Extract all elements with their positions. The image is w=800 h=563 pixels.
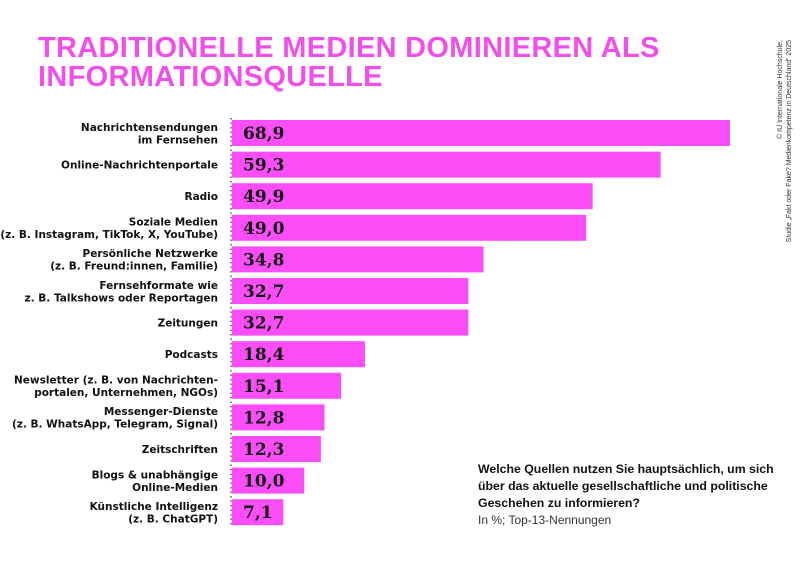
value-label: 32,7 bbox=[243, 314, 284, 334]
survey-question: Welche Quellen nutzen Sie hauptsächlich,… bbox=[478, 462, 774, 510]
bar bbox=[232, 341, 365, 368]
category-label: im Fernsehen bbox=[138, 134, 218, 146]
value-label: 18,4 bbox=[243, 345, 285, 365]
category-label: Nachrichtensendungen bbox=[81, 122, 218, 134]
category-label: (z. B. Freund:innen, Familie) bbox=[50, 261, 218, 273]
unit-note: In %; Top-13-Nennungen bbox=[478, 513, 612, 527]
value-label: 49,9 bbox=[243, 187, 284, 207]
category-label: Blogs & unabhängige bbox=[92, 469, 218, 481]
bar bbox=[232, 278, 469, 304]
bar bbox=[232, 214, 587, 241]
category-label: Künstliche Intelligenz bbox=[90, 501, 218, 513]
value-label: 12,8 bbox=[243, 408, 284, 428]
value-label: 7,1 bbox=[243, 503, 273, 523]
bar bbox=[232, 499, 284, 526]
category-label: Zeitungen bbox=[158, 318, 218, 330]
category-label: Newsletter (z. B. von Nachrichten- bbox=[14, 375, 218, 387]
category-label: Zeitschriften bbox=[142, 444, 218, 456]
category-label: Fernsehformate wie bbox=[99, 280, 218, 292]
bar bbox=[232, 309, 469, 336]
bar bbox=[232, 151, 661, 178]
value-label: 12,3 bbox=[243, 440, 284, 460]
bar bbox=[232, 120, 730, 146]
category-label: Persönliche Netzwerke bbox=[83, 248, 218, 260]
category-label: Radio bbox=[185, 191, 219, 203]
category-label: portalen, Unternehmen, NGOs) bbox=[34, 387, 218, 399]
category-label: Soziale Medien bbox=[129, 217, 218, 229]
value-label: 32,7 bbox=[243, 282, 284, 302]
category-label: z. B. Talkshows oder Reportagen bbox=[25, 292, 218, 304]
value-label: 59,3 bbox=[243, 156, 284, 176]
category-label: (z. B. WhatsApp, Telegram, Signal) bbox=[12, 419, 218, 431]
category-label: Messenger-Dienste bbox=[104, 406, 218, 418]
value-label: 34,8 bbox=[243, 250, 284, 270]
bar bbox=[232, 436, 321, 462]
value-label: 49,0 bbox=[243, 219, 285, 239]
category-label: Online-Nachrichtenportale bbox=[61, 160, 218, 172]
bar bbox=[232, 183, 593, 210]
category-label: (z. B. ChatGPT) bbox=[128, 513, 218, 525]
bar bbox=[232, 404, 325, 431]
category-label: Podcasts bbox=[165, 349, 218, 361]
bar bbox=[232, 372, 342, 399]
value-label: 15,1 bbox=[243, 377, 284, 397]
value-label: 10,0 bbox=[243, 472, 285, 492]
category-label: (z. B. Instagram, TikTok, X, YouTube) bbox=[0, 229, 218, 241]
category-label: Online-Medien bbox=[132, 482, 218, 494]
bar bbox=[232, 246, 484, 273]
value-label: 68,9 bbox=[243, 124, 284, 144]
bar bbox=[232, 467, 305, 494]
chart-title: TRADITIONELLE MEDIEN DOMINIEREN ALS INFO… bbox=[38, 32, 660, 93]
